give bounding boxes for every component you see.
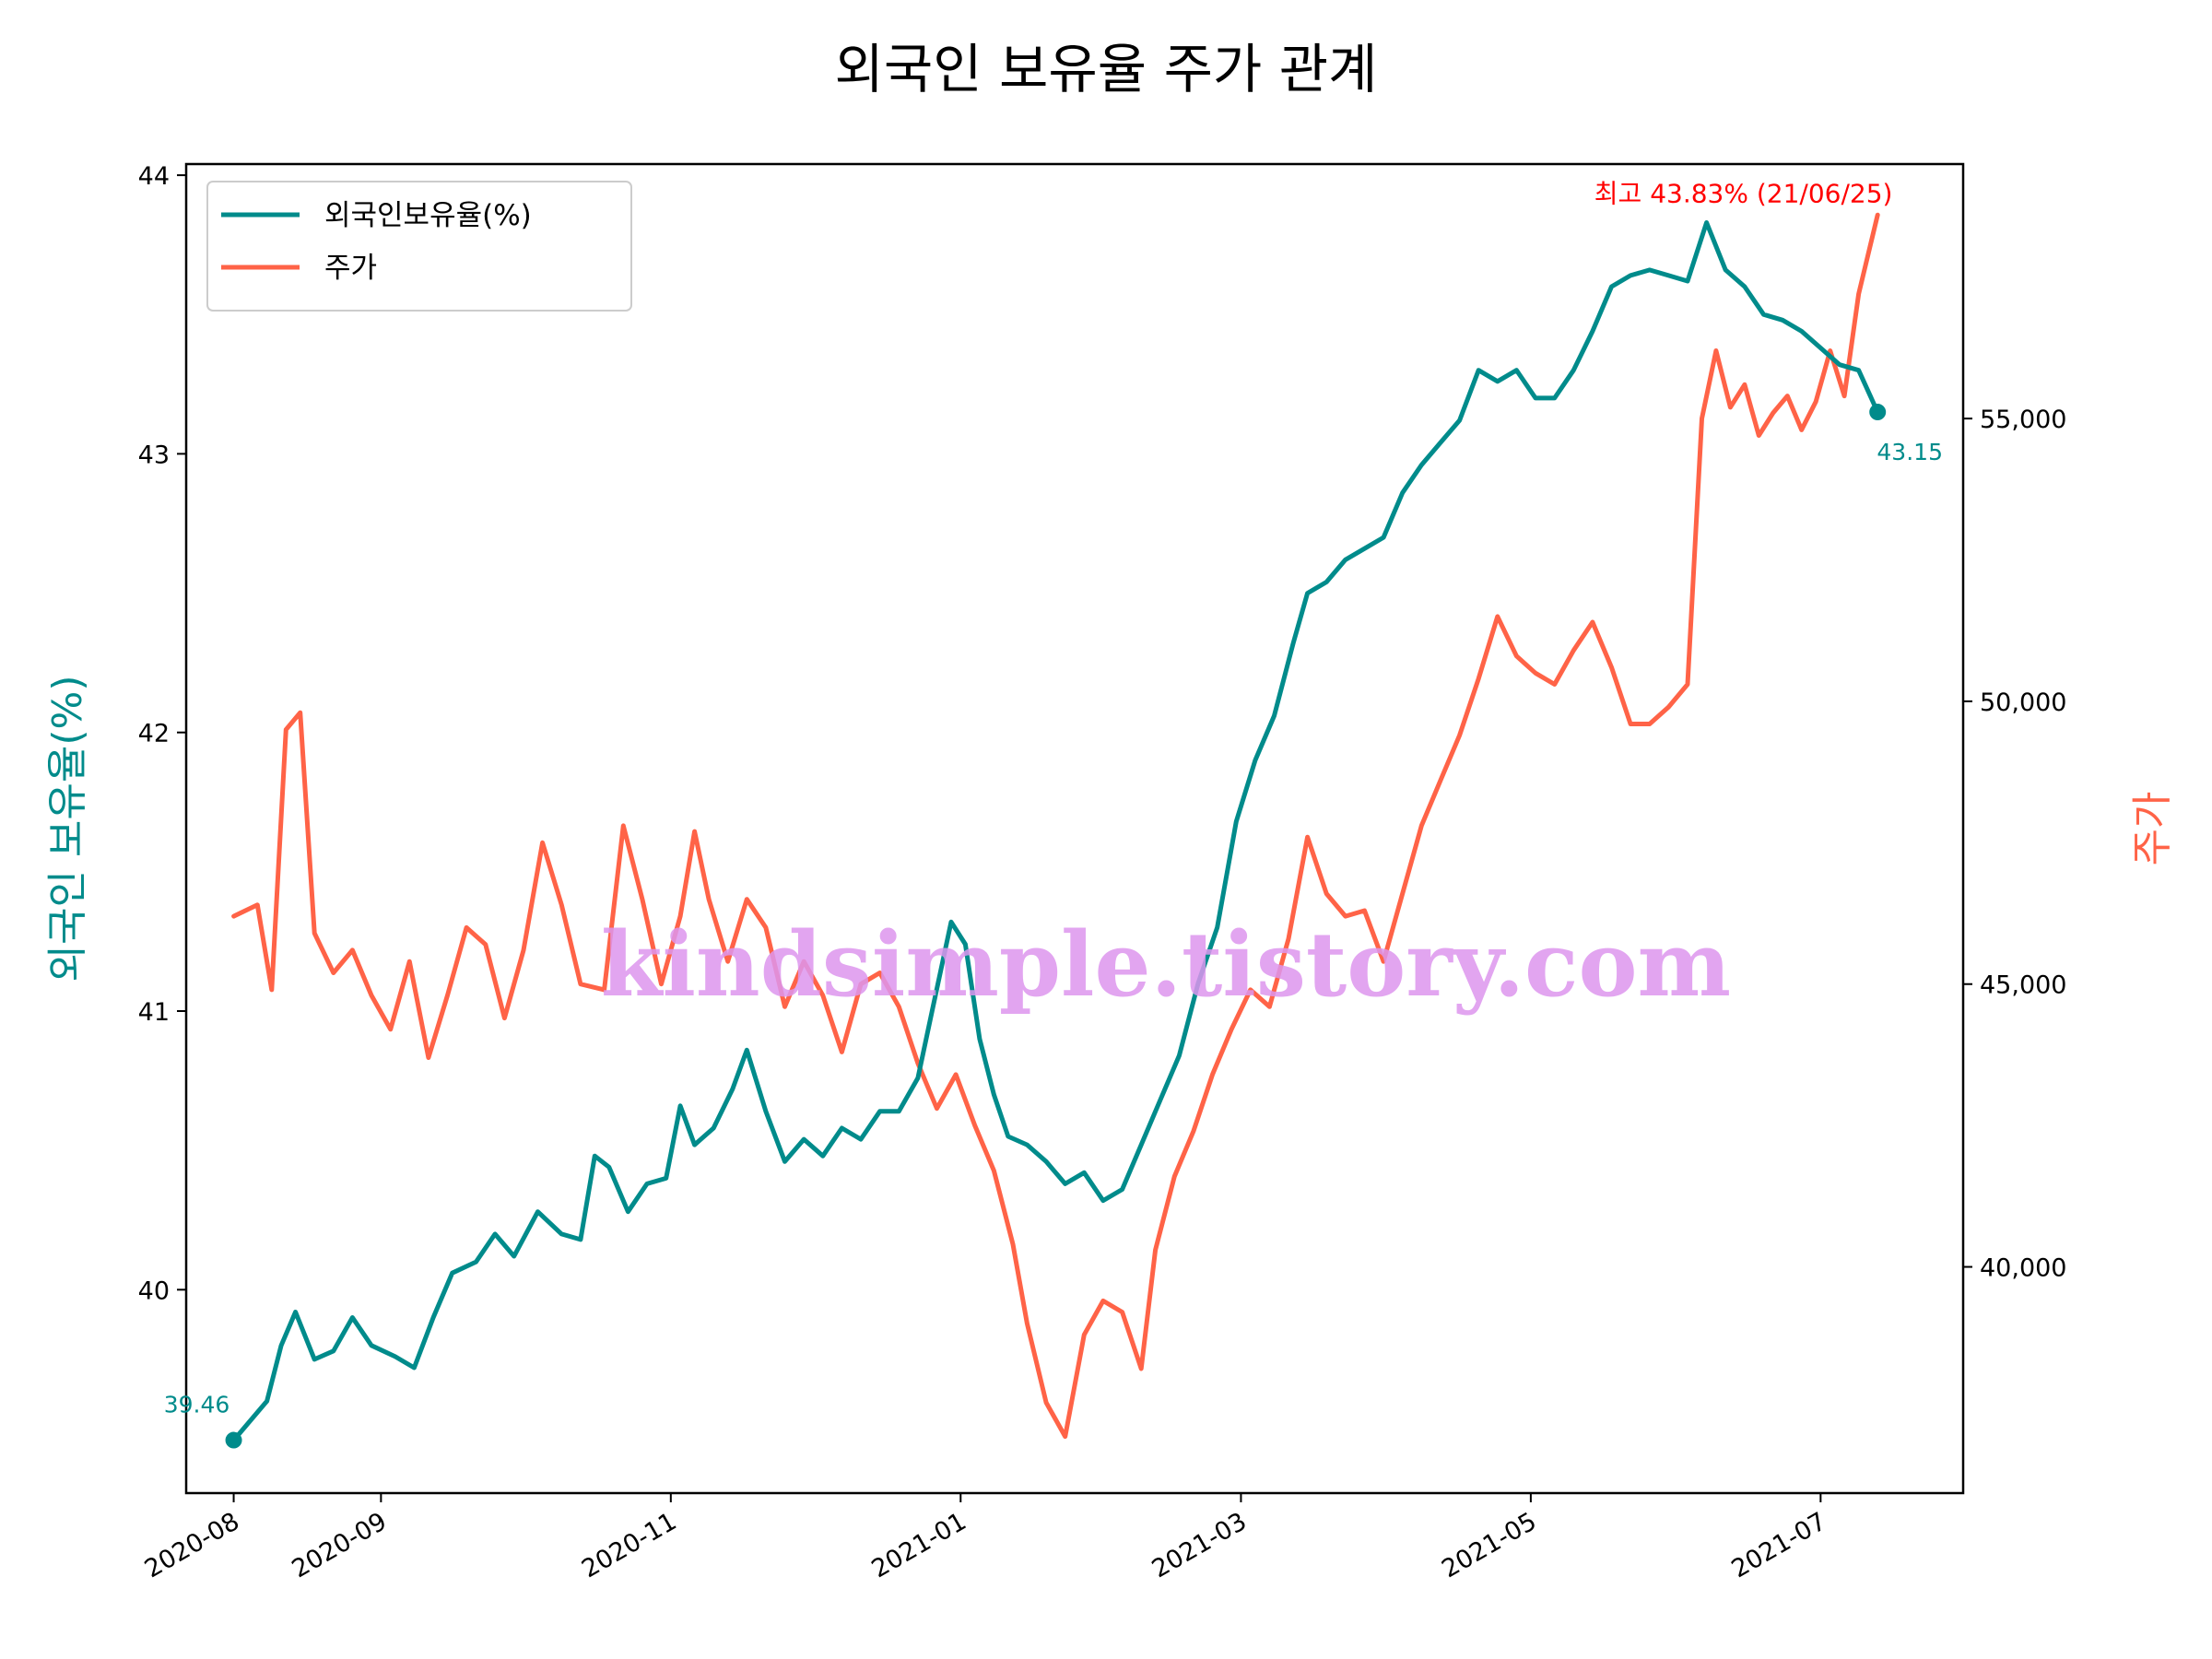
x-tick-label-6: 2021-07 [1727,1507,1831,1583]
right-axis-label: 주가 [2129,792,2176,866]
chart-title: 외국인 보유율 주가 관계 [835,38,1378,100]
right-y-axis: 40,000 45,000 50,000 55,000 주가 [1963,406,2176,1283]
x-tick-label-5: 2021-05 [1437,1507,1541,1583]
series-line-price [231,212,1880,1440]
legend: 외국인보유율(%) 주가 [206,181,632,312]
x-axis: 2020-08 2020-09 2020-11 2021-01 2021-03 2021-… [140,1493,1831,1583]
left-tick-label-0: 40 [138,1277,170,1305]
left-tick-label-3: 43 [138,441,170,469]
start-value-label: 39.46 [164,1392,230,1418]
legend-label-ownership: 외국인보유율(%) [324,199,532,232]
x-tick-label-4: 2021-03 [1147,1507,1252,1583]
plot-frame [184,162,1965,1495]
left-axis-label: 외국인 보유율(%) [44,675,91,982]
legend-label-price: 주가 [324,252,377,285]
x-tick-label-2: 2020-11 [577,1507,681,1583]
plot-area [184,162,1965,1495]
right-tick-label-0: 40,000 [1980,1254,2066,1283]
annotation-layer: 39.46 43.15 최고 43.83% (21/06/25) [164,178,1943,1449]
x-tick-label-1: 2020-09 [288,1507,392,1583]
legend-box [206,181,632,312]
series-line-ownership [231,220,1880,1443]
right-tick-label-3: 55,000 [1980,406,2066,434]
x-tick-label-3: 2021-01 [867,1507,971,1583]
series-layer [231,212,1880,1443]
left-tick-label-2: 42 [138,720,170,748]
end-point-marker [1869,404,1887,421]
left-y-axis: 40 41 42 43 44 외국인 보유율(%) [44,162,186,1305]
right-tick-label-1: 45,000 [1980,971,2066,1000]
watermark-text: kindsimple.tistory.com [601,912,1731,1017]
end-value-label: 43.15 [1877,439,1943,465]
peak-value-label: 최고 43.83% (21/06/25) [1594,178,1893,208]
left-tick-label-4: 44 [138,162,170,191]
start-point-marker [225,1431,242,1449]
left-tick-label-1: 41 [138,998,170,1027]
right-tick-label-2: 50,000 [1980,688,2066,717]
x-tick-label-0: 2020-08 [140,1507,244,1583]
